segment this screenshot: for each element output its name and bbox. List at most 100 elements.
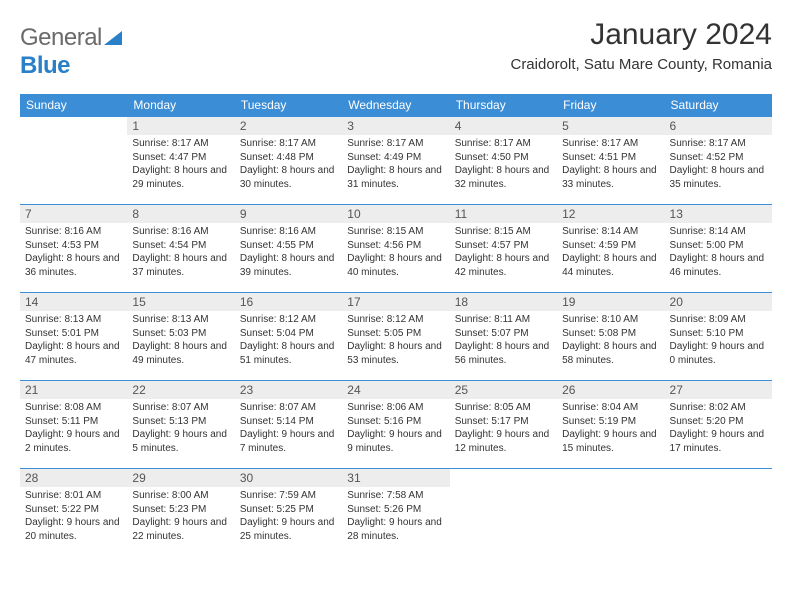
calendar-cell <box>20 117 127 205</box>
day-number: 29 <box>127 469 234 487</box>
day-number: 20 <box>665 293 772 311</box>
weekday-row: Sunday Monday Tuesday Wednesday Thursday… <box>20 94 772 117</box>
weekday-header: Thursday <box>450 94 557 117</box>
day-number: 15 <box>127 293 234 311</box>
sunrise-text: Sunrise: 7:59 AM <box>240 489 337 503</box>
sunrise-text: Sunrise: 8:17 AM <box>455 137 552 151</box>
sunset-text: Sunset: 4:56 PM <box>347 239 444 253</box>
sunset-text: Sunset: 5:10 PM <box>670 327 767 341</box>
daylight-text: Daylight: 8 hours and 39 minutes. <box>240 252 337 279</box>
sunrise-text: Sunrise: 8:00 AM <box>132 489 229 503</box>
sunrise-text: Sunrise: 8:09 AM <box>670 313 767 327</box>
day-info: Sunrise: 8:16 AMSunset: 4:53 PMDaylight:… <box>20 223 127 283</box>
sunrise-text: Sunrise: 8:13 AM <box>132 313 229 327</box>
sunset-text: Sunset: 4:50 PM <box>455 151 552 165</box>
sunset-text: Sunset: 5:23 PM <box>132 503 229 517</box>
sunset-text: Sunset: 5:17 PM <box>455 415 552 429</box>
day-number <box>665 469 772 473</box>
day-info: Sunrise: 7:58 AMSunset: 5:26 PMDaylight:… <box>342 487 449 547</box>
calendar-cell: 8Sunrise: 8:16 AMSunset: 4:54 PMDaylight… <box>127 205 234 293</box>
calendar-cell: 20Sunrise: 8:09 AMSunset: 5:10 PMDayligh… <box>665 293 772 381</box>
daylight-text: Daylight: 8 hours and 46 minutes. <box>670 252 767 279</box>
day-info: Sunrise: 8:16 AMSunset: 4:55 PMDaylight:… <box>235 223 342 283</box>
day-number: 6 <box>665 117 772 135</box>
day-info: Sunrise: 8:17 AMSunset: 4:47 PMDaylight:… <box>127 135 234 195</box>
sunset-text: Sunset: 5:01 PM <box>25 327 122 341</box>
day-info: Sunrise: 7:59 AMSunset: 5:25 PMDaylight:… <box>235 487 342 547</box>
day-number: 28 <box>20 469 127 487</box>
daylight-text: Daylight: 8 hours and 31 minutes. <box>347 164 444 191</box>
sunset-text: Sunset: 5:20 PM <box>670 415 767 429</box>
sunset-text: Sunset: 5:26 PM <box>347 503 444 517</box>
day-info: Sunrise: 8:10 AMSunset: 5:08 PMDaylight:… <box>557 311 664 371</box>
daylight-text: Daylight: 9 hours and 0 minutes. <box>670 340 767 367</box>
calendar-row: 14Sunrise: 8:13 AMSunset: 5:01 PMDayligh… <box>20 293 772 381</box>
day-number: 24 <box>342 381 449 399</box>
day-number <box>450 469 557 473</box>
day-number: 21 <box>20 381 127 399</box>
sunrise-text: Sunrise: 8:17 AM <box>240 137 337 151</box>
sunrise-text: Sunrise: 8:08 AM <box>25 401 122 415</box>
sunset-text: Sunset: 4:48 PM <box>240 151 337 165</box>
daylight-text: Daylight: 8 hours and 44 minutes. <box>562 252 659 279</box>
day-number: 5 <box>557 117 664 135</box>
day-info: Sunrise: 8:14 AMSunset: 5:00 PMDaylight:… <box>665 223 772 283</box>
day-info: Sunrise: 8:04 AMSunset: 5:19 PMDaylight:… <box>557 399 664 459</box>
sunrise-text: Sunrise: 8:12 AM <box>347 313 444 327</box>
day-number <box>557 469 664 473</box>
sunset-text: Sunset: 4:55 PM <box>240 239 337 253</box>
logo-text: General Blue <box>20 24 122 80</box>
sunset-text: Sunset: 4:57 PM <box>455 239 552 253</box>
weekday-header: Wednesday <box>342 94 449 117</box>
daylight-text: Daylight: 9 hours and 17 minutes. <box>670 428 767 455</box>
day-info: Sunrise: 8:17 AMSunset: 4:51 PMDaylight:… <box>557 135 664 195</box>
day-number: 8 <box>127 205 234 223</box>
calendar-cell: 14Sunrise: 8:13 AMSunset: 5:01 PMDayligh… <box>20 293 127 381</box>
day-number: 26 <box>557 381 664 399</box>
daylight-text: Daylight: 9 hours and 20 minutes. <box>25 516 122 543</box>
sunrise-text: Sunrise: 8:11 AM <box>455 313 552 327</box>
day-number: 23 <box>235 381 342 399</box>
calendar-cell: 24Sunrise: 8:06 AMSunset: 5:16 PMDayligh… <box>342 381 449 469</box>
day-number: 30 <box>235 469 342 487</box>
sunset-text: Sunset: 5:03 PM <box>132 327 229 341</box>
day-number: 7 <box>20 205 127 223</box>
sunset-text: Sunset: 4:47 PM <box>132 151 229 165</box>
calendar-cell: 15Sunrise: 8:13 AMSunset: 5:03 PMDayligh… <box>127 293 234 381</box>
sunrise-text: Sunrise: 8:15 AM <box>347 225 444 239</box>
day-info: Sunrise: 8:06 AMSunset: 5:16 PMDaylight:… <box>342 399 449 459</box>
daylight-text: Daylight: 8 hours and 40 minutes. <box>347 252 444 279</box>
daylight-text: Daylight: 9 hours and 2 minutes. <box>25 428 122 455</box>
daylight-text: Daylight: 8 hours and 56 minutes. <box>455 340 552 367</box>
day-number: 1 <box>127 117 234 135</box>
sunset-text: Sunset: 5:16 PM <box>347 415 444 429</box>
sunrise-text: Sunrise: 8:01 AM <box>25 489 122 503</box>
daylight-text: Daylight: 8 hours and 30 minutes. <box>240 164 337 191</box>
calendar-cell: 31Sunrise: 7:58 AMSunset: 5:26 PMDayligh… <box>342 469 449 557</box>
weekday-header: Monday <box>127 94 234 117</box>
day-info: Sunrise: 8:12 AMSunset: 5:05 PMDaylight:… <box>342 311 449 371</box>
sunrise-text: Sunrise: 8:14 AM <box>562 225 659 239</box>
sunset-text: Sunset: 5:05 PM <box>347 327 444 341</box>
calendar-cell: 27Sunrise: 8:02 AMSunset: 5:20 PMDayligh… <box>665 381 772 469</box>
daylight-text: Daylight: 9 hours and 9 minutes. <box>347 428 444 455</box>
daylight-text: Daylight: 9 hours and 15 minutes. <box>562 428 659 455</box>
daylight-text: Daylight: 8 hours and 42 minutes. <box>455 252 552 279</box>
day-info: Sunrise: 8:07 AMSunset: 5:13 PMDaylight:… <box>127 399 234 459</box>
day-info: Sunrise: 8:07 AMSunset: 5:14 PMDaylight:… <box>235 399 342 459</box>
day-number: 12 <box>557 205 664 223</box>
calendar-cell: 2Sunrise: 8:17 AMSunset: 4:48 PMDaylight… <box>235 117 342 205</box>
calendar-cell: 5Sunrise: 8:17 AMSunset: 4:51 PMDaylight… <box>557 117 664 205</box>
daylight-text: Daylight: 8 hours and 36 minutes. <box>25 252 122 279</box>
day-info: Sunrise: 8:09 AMSunset: 5:10 PMDaylight:… <box>665 311 772 371</box>
calendar-row: 1Sunrise: 8:17 AMSunset: 4:47 PMDaylight… <box>20 117 772 205</box>
sunset-text: Sunset: 5:08 PM <box>562 327 659 341</box>
daylight-text: Daylight: 8 hours and 35 minutes. <box>670 164 767 191</box>
sunrise-text: Sunrise: 8:16 AM <box>240 225 337 239</box>
day-number: 18 <box>450 293 557 311</box>
day-info: Sunrise: 8:08 AMSunset: 5:11 PMDaylight:… <box>20 399 127 459</box>
day-number: 10 <box>342 205 449 223</box>
sunset-text: Sunset: 5:07 PM <box>455 327 552 341</box>
daylight-text: Daylight: 8 hours and 51 minutes. <box>240 340 337 367</box>
calendar-cell: 22Sunrise: 8:07 AMSunset: 5:13 PMDayligh… <box>127 381 234 469</box>
